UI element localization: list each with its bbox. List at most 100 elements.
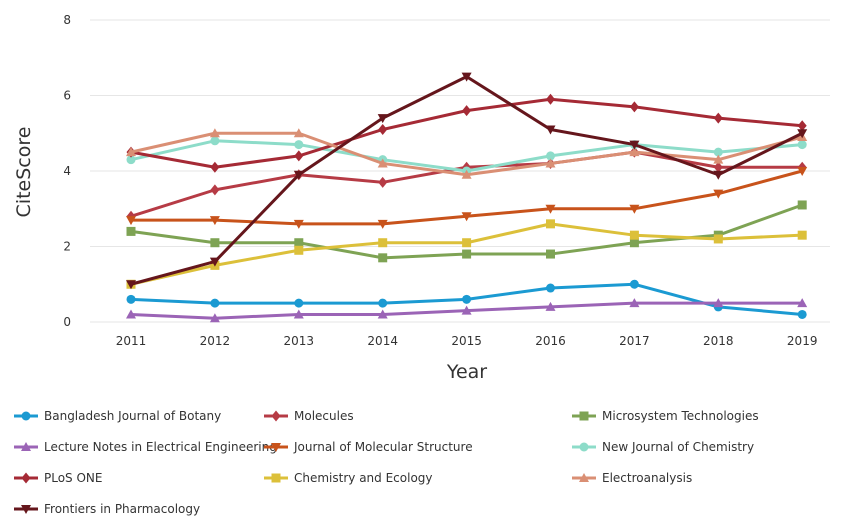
series-frontiers-in-pharmacology <box>126 72 808 290</box>
data-point <box>797 167 808 176</box>
data-point <box>461 305 472 315</box>
legend-item[interactable]: Journal of Molecular Structure <box>264 437 473 457</box>
legend-swatch-marker <box>579 442 589 452</box>
legend-item[interactable]: Chemistry and Ecology <box>264 468 433 488</box>
legend-item[interactable]: Molecules <box>264 406 354 426</box>
data-point <box>461 169 472 179</box>
data-point <box>629 230 639 240</box>
data-point <box>797 200 807 210</box>
data-point <box>294 140 304 150</box>
legend: Bangladesh Journal of Botany Molecules Mic… <box>14 400 834 516</box>
data-point <box>378 298 388 308</box>
data-point <box>713 154 724 164</box>
legend-item[interactable]: Frontiers in Pharmacology <box>14 499 200 519</box>
data-point <box>713 234 723 244</box>
series-plos-one <box>126 93 807 173</box>
x-tick-label: 2011 <box>116 334 147 348</box>
legend-swatch-marker <box>21 472 31 484</box>
legend-label: Chemistry and Ecology <box>294 471 433 485</box>
data-point <box>713 161 723 173</box>
data-point <box>210 184 220 196</box>
series-microsystem-technologies <box>126 200 807 263</box>
y-axis-title: CiteScore <box>13 127 35 218</box>
data-point <box>461 72 472 82</box>
legend-swatch <box>264 473 288 483</box>
data-point <box>126 155 136 165</box>
x-tick-label: 2013 <box>284 334 315 348</box>
data-point <box>629 298 640 308</box>
data-point <box>713 189 724 199</box>
legend-item[interactable]: New Journal of Chemistry <box>572 437 754 457</box>
data-point <box>209 313 220 323</box>
data-point <box>713 298 724 308</box>
data-point <box>293 309 304 319</box>
data-point <box>797 230 807 240</box>
data-point <box>126 216 136 226</box>
data-point <box>377 219 388 229</box>
data-point <box>629 279 639 289</box>
series-electroanalysis <box>126 128 808 179</box>
legend-item[interactable]: PLoS ONE <box>14 468 103 488</box>
data-point <box>209 128 220 138</box>
data-point <box>797 140 807 150</box>
legend-item[interactable]: Microsystem Technologies <box>572 406 759 426</box>
legend-item[interactable]: Electroanalysis <box>572 468 692 488</box>
legend-swatch-marker <box>271 443 281 452</box>
data-point <box>378 253 388 263</box>
data-point <box>378 238 388 248</box>
data-point <box>126 294 136 304</box>
y-axis: 0 2 4 6 8 <box>63 13 71 329</box>
data-point <box>629 238 639 248</box>
x-axis-title: Year <box>446 361 487 383</box>
legend-label: Bangladesh Journal of Botany <box>44 409 222 423</box>
legend-label: Lecture Notes in Electrical Engineering <box>44 440 277 454</box>
data-point <box>210 136 220 146</box>
data-point <box>209 216 220 226</box>
data-point <box>294 150 304 162</box>
legend-swatch-marker <box>21 442 31 451</box>
data-point <box>126 280 136 290</box>
y-tick-label: 8 <box>63 13 71 27</box>
data-point <box>797 309 807 319</box>
data-point <box>797 120 807 132</box>
y-tick-label: 2 <box>63 240 71 254</box>
data-point <box>629 101 639 113</box>
x-axis: 2011 2012 2013 2014 2015 2016 2017 2018 2019 <box>116 334 818 348</box>
legend-item[interactable]: Bangladesh Journal of Botany <box>14 406 221 426</box>
data-point <box>629 204 640 214</box>
series-lecture-notes-in-electrical-engineering <box>126 298 808 323</box>
data-point <box>629 147 640 157</box>
x-tick-label: 2019 <box>787 334 818 348</box>
data-point <box>546 249 555 259</box>
data-point <box>462 238 472 248</box>
legend-swatch <box>264 443 288 452</box>
legend-label: PLoS ONE <box>44 471 103 485</box>
data-point <box>546 219 555 229</box>
legend-label: Electroanalysis <box>602 471 693 485</box>
data-point <box>378 123 388 135</box>
legend-swatch-marker <box>21 411 31 421</box>
data-point <box>713 170 724 180</box>
data-point <box>797 298 808 308</box>
data-point <box>377 114 388 124</box>
data-point <box>713 112 723 124</box>
data-point <box>461 212 472 222</box>
data-point <box>545 158 556 168</box>
legend-swatch <box>14 472 38 484</box>
data-point <box>462 249 472 259</box>
legend-swatch-marker <box>579 473 589 482</box>
data-point <box>546 151 555 161</box>
legend-label: New Journal of Chemistry <box>602 440 755 454</box>
legend-label: Journal of Molecular Structure <box>294 440 473 454</box>
x-tick-label: 2018 <box>703 334 734 348</box>
data-point <box>546 283 555 293</box>
data-point <box>377 158 388 168</box>
legend-swatch <box>14 442 38 451</box>
data-point <box>293 170 304 180</box>
data-point <box>545 204 556 214</box>
data-point <box>462 105 472 117</box>
legend-swatch <box>14 411 38 421</box>
legend-swatch <box>572 411 596 421</box>
data-point <box>126 309 136 319</box>
legend-item[interactable]: Lecture Notes in Electrical Engineering <box>14 437 277 457</box>
